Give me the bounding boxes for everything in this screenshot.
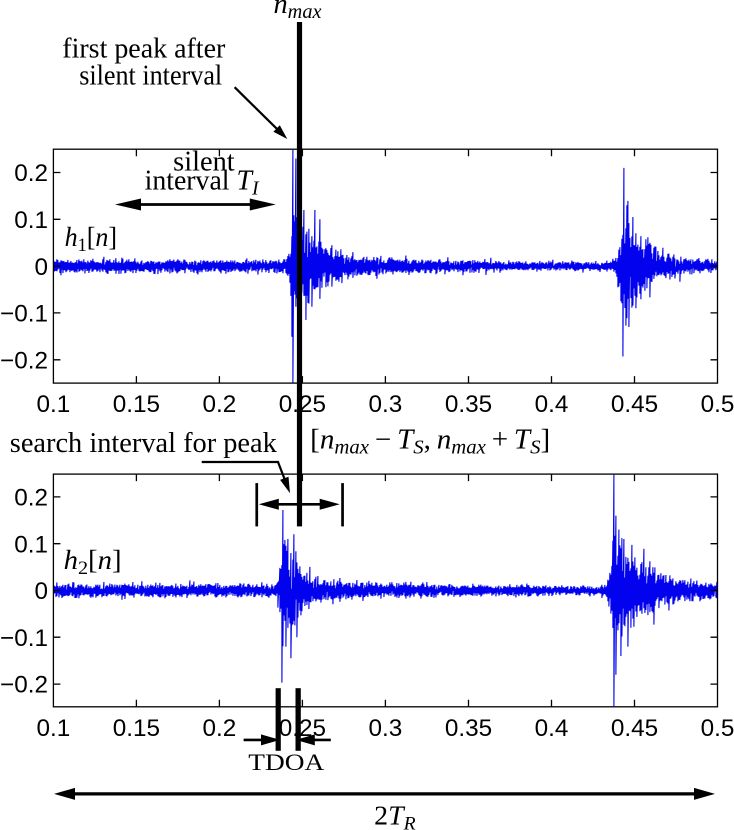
svg-text:0.15: 0.15	[113, 391, 160, 418]
svg-text:0.35: 0.35	[445, 715, 492, 742]
svg-text:0.4: 0.4	[535, 391, 569, 418]
svg-text:0.45: 0.45	[611, 715, 658, 742]
svg-text:0.25: 0.25	[279, 391, 326, 418]
svg-text:search interval for peak: search interval for peak	[10, 428, 277, 459]
svg-text:0.2: 0.2	[14, 160, 48, 187]
svg-text:0.1: 0.1	[37, 715, 71, 742]
svg-text:[nmax − TS, nmax + TS]: [nmax − TS, nmax + TS]	[310, 425, 550, 459]
svg-text:−0.2: −0.2	[0, 672, 48, 699]
svg-text:−0.2: −0.2	[0, 347, 48, 374]
svg-text:0.2: 0.2	[14, 485, 48, 512]
svg-text:0.3: 0.3	[369, 391, 403, 418]
svg-text:−0.1: −0.1	[0, 301, 48, 328]
svg-text:0.4: 0.4	[535, 715, 569, 742]
svg-text:0.35: 0.35	[445, 391, 492, 418]
svg-text:h2[n]: h2[n]	[64, 545, 122, 579]
svg-text:0.1: 0.1	[37, 391, 71, 418]
svg-text:0.25: 0.25	[279, 715, 326, 742]
svg-text:0.45: 0.45	[611, 391, 658, 418]
svg-text:first peak after: first peak after	[62, 34, 226, 65]
svg-text:0: 0	[34, 578, 48, 605]
svg-text:−0.1: −0.1	[0, 625, 48, 652]
svg-text:0.5: 0.5	[701, 715, 734, 742]
svg-text:silent interval: silent interval	[79, 60, 222, 91]
svg-text:interval TI: interval TI	[145, 166, 260, 200]
svg-text:0.15: 0.15	[113, 715, 160, 742]
svg-text:nmax: nmax	[274, 0, 322, 23]
svg-text:0.1: 0.1	[14, 207, 48, 234]
svg-text:silent: silent	[173, 147, 235, 178]
svg-text:0.2: 0.2	[203, 391, 237, 418]
svg-text:0.2: 0.2	[203, 715, 237, 742]
svg-text:0.5: 0.5	[701, 391, 734, 418]
svg-text:h1[n]: h1[n]	[65, 222, 117, 256]
svg-text:0.1: 0.1	[14, 531, 48, 558]
svg-text:0: 0	[34, 254, 48, 281]
svg-text:0.3: 0.3	[369, 715, 403, 742]
svg-text:TDOA: TDOA	[248, 750, 324, 776]
